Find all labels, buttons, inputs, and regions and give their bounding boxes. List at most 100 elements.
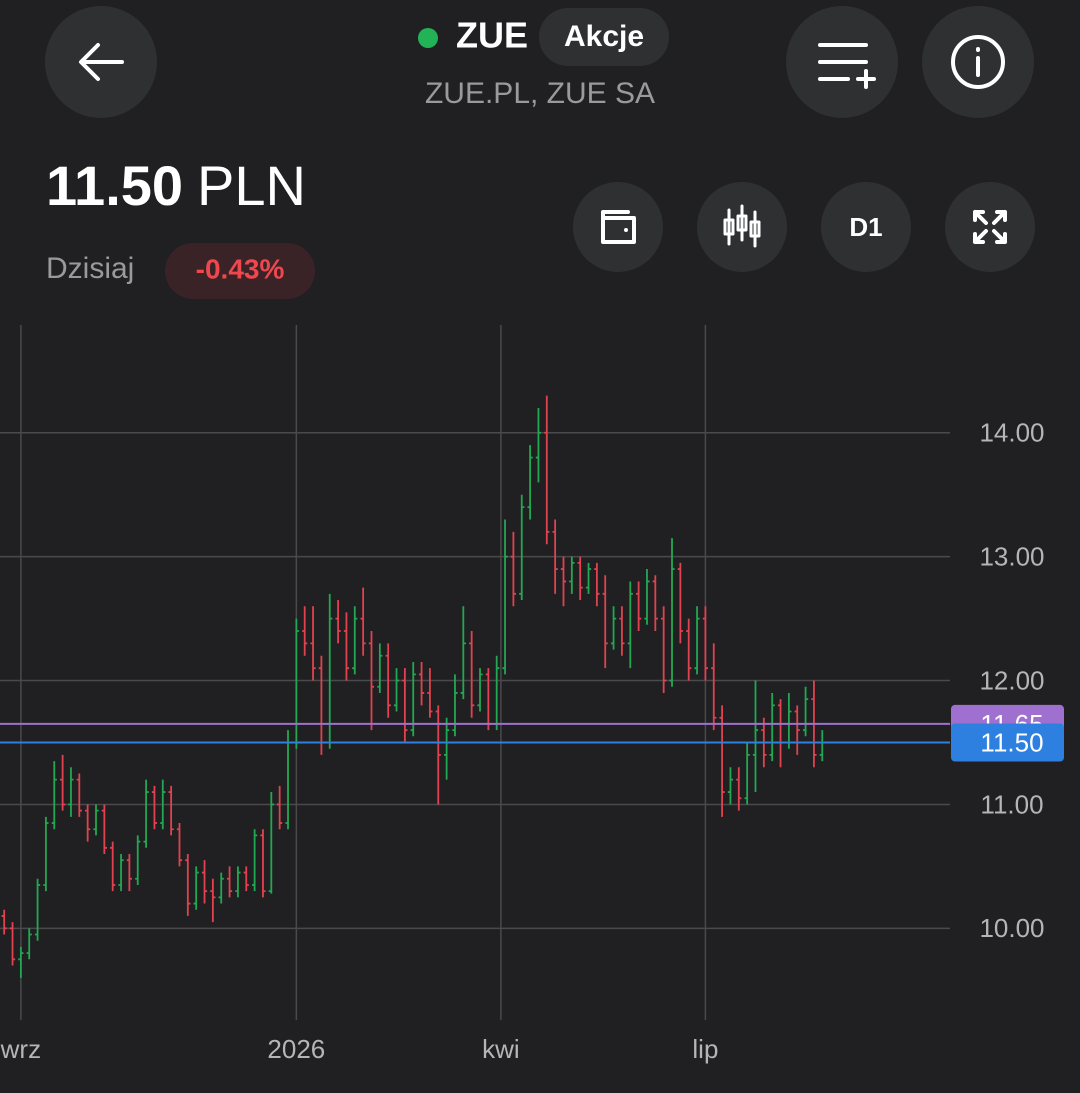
ohlc-bar (352, 606, 358, 675)
y-tick-label: 14.00 (979, 418, 1044, 448)
ohlc-bar (310, 606, 316, 681)
ohlc-bar (552, 519, 558, 594)
ohlc-bar (34, 878, 41, 941)
ohlc-bar (794, 705, 800, 755)
back-icon (79, 43, 124, 81)
info-button[interactable] (922, 6, 1034, 118)
ohlc-bar (85, 804, 91, 842)
change-pill (165, 243, 315, 299)
wallet-icon (601, 210, 636, 244)
subtitle: ZUE.PL, ZUE SA (425, 77, 655, 110)
ohlc-bar (661, 606, 667, 693)
ohlc-bar (427, 668, 433, 718)
button-bg (945, 182, 1035, 272)
wallet-dot (624, 228, 628, 232)
ohlc-bar (460, 606, 466, 700)
ohlc-bar (652, 575, 658, 631)
ohlc-bar (126, 853, 132, 892)
ohlc-bar (110, 841, 116, 892)
chart-type-button[interactable] (697, 182, 787, 272)
ohlc-bar (444, 717, 450, 780)
ohlc-bar (101, 804, 107, 854)
ohlc-bar (68, 767, 74, 817)
ohlc-bar (602, 575, 608, 669)
candles-icon (723, 204, 761, 248)
ohlc-bar (93, 804, 99, 836)
x-tick-label: lip (692, 1034, 718, 1064)
ohlc-bar (393, 668, 400, 712)
ohlc-bar (9, 922, 16, 966)
ohlc-bar (736, 767, 742, 811)
x-tick-label: 2026 (267, 1034, 325, 1064)
y-tick-label: 10.00 (979, 913, 1044, 943)
wallet-button[interactable] (573, 182, 663, 272)
ohlc-bar (402, 668, 408, 743)
ohlc-bar (43, 816, 49, 892)
ohlc-bar (585, 562, 592, 594)
status-dot (418, 28, 438, 48)
ohlc-bar (243, 866, 249, 892)
ohlc-bar (277, 785, 283, 830)
fullscreen-button[interactable] (945, 182, 1035, 272)
ticker: ZUE (456, 15, 528, 56)
ohlc-bar (76, 773, 82, 817)
ohlc-bar (644, 569, 650, 625)
ohlc-bar (594, 562, 600, 607)
ohlc-bar (210, 878, 216, 923)
ohlc-bar (143, 779, 149, 848)
info-icon (951, 35, 1005, 89)
timeframe-button[interactable]: D1 (821, 182, 911, 272)
chart: 10.00 11.00 12.00 13.00 14.00 wrz 2026 kwi lip 11… (0, 325, 1064, 1064)
ohlc-bar (627, 581, 633, 669)
ohlc-bar (452, 674, 458, 737)
ohlc-bar (385, 643, 391, 718)
ohlc-bar (235, 866, 241, 898)
ohlc-bar (226, 866, 233, 898)
currency: PLN (197, 154, 306, 217)
ohlc-bar (335, 600, 341, 644)
ohlc-bar (218, 872, 224, 904)
ohlc-bar (502, 519, 508, 675)
list-add-icon (818, 43, 876, 89)
ohlc-bar (769, 692, 775, 762)
ohlc-bar (544, 395, 550, 545)
watchlist-button[interactable] (786, 6, 898, 118)
ohlc-bar (168, 785, 174, 836)
back-button[interactable] (45, 6, 157, 118)
ohlc-bar (636, 581, 642, 631)
x-tick-label: wrz (0, 1034, 41, 1064)
ohlc-bar (118, 853, 124, 892)
x-tick-label: kwi (482, 1034, 520, 1064)
ohlc-bar (510, 531, 517, 607)
ohlc-bar (711, 643, 717, 731)
ohlc-bar (727, 767, 734, 805)
price-label: 11.50 (980, 727, 1043, 757)
badge: Akcje (564, 20, 644, 53)
ohlc-bar (802, 686, 809, 737)
ohlc-bar (619, 606, 625, 656)
ohlc-bar (185, 853, 191, 916)
ohlc-bar (151, 785, 158, 830)
ohlc-bar (677, 562, 683, 644)
badge-bg (539, 8, 669, 66)
ohlc-bar (610, 606, 617, 650)
ohlc-bar (577, 556, 583, 601)
ohlc-bar (51, 761, 57, 830)
ohlc-bar (527, 445, 533, 520)
period: Dzisiaj (46, 252, 134, 285)
ohlc-bar (560, 556, 567, 607)
ohlc-bar (519, 494, 525, 601)
ohlc-bar (1, 909, 7, 935)
ohlc-bar (686, 618, 692, 681)
y-tick-label: 13.00 (979, 542, 1044, 572)
ohlc-bar (176, 823, 183, 867)
ohlc-bar (752, 680, 759, 793)
ohlc-bar (18, 946, 24, 978)
ohlc-bar (669, 538, 675, 687)
price-value: 11.50 (46, 154, 183, 217)
ohlc-bar (60, 754, 66, 811)
ohlc-bar (477, 668, 483, 712)
ohlc-bar (193, 866, 199, 910)
